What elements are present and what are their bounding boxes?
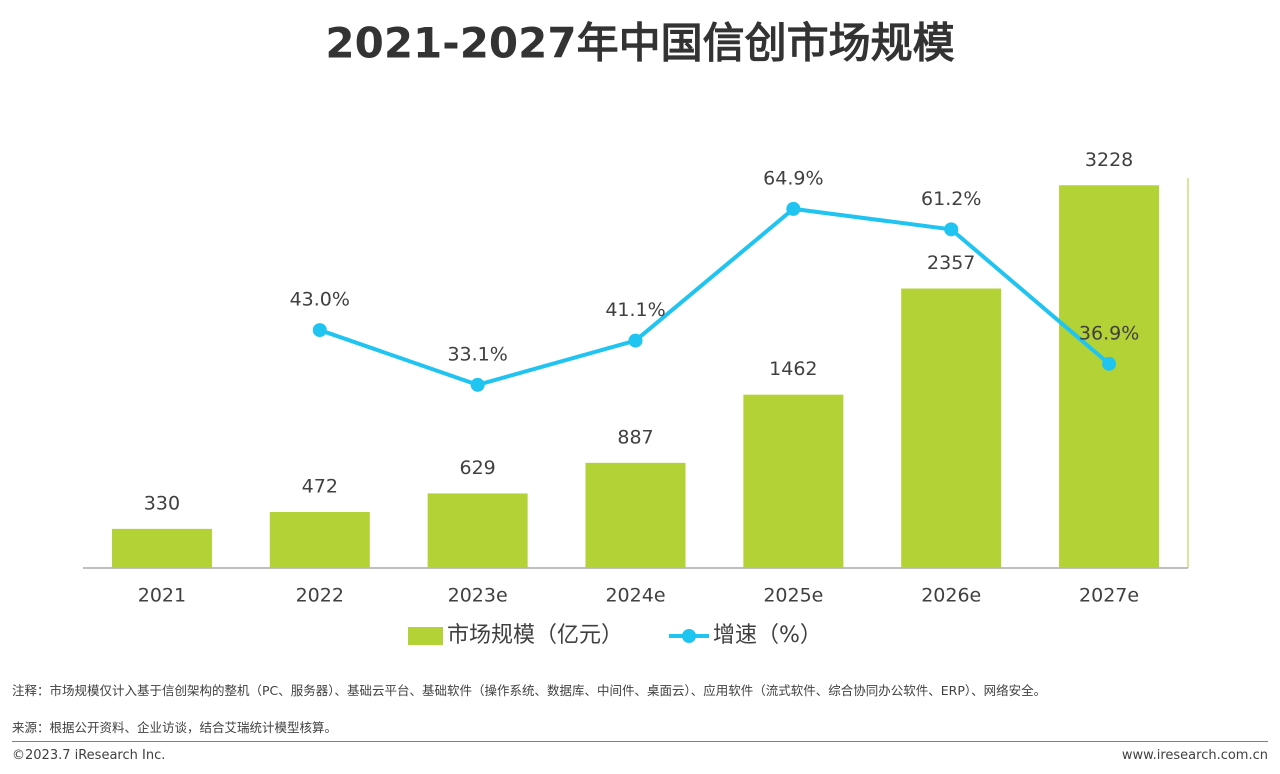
- data-label: 41.1%: [605, 299, 665, 321]
- legend-label: 增速（%）: [713, 623, 822, 648]
- data-label: 33.1%: [447, 343, 507, 365]
- line: [319, 206, 1111, 387]
- chart: 2021-2027年中国信创市场规模 2021 2022 2023e 2024e 202…: [83, 19, 1189, 648]
- bar: [111, 528, 212, 568]
- copyright: ©2023.7 iResearch Inc.: [12, 748, 166, 763]
- bar: [901, 288, 1002, 568]
- legend-label: 市场规模（亿元）: [447, 623, 623, 648]
- source: 来源：根据公开资料、企业访谈，结合艾瑞统计模型核算。: [12, 720, 338, 735]
- data-label: 36.9%: [1079, 322, 1139, 344]
- x-tick-label: 2024e: [605, 585, 665, 607]
- x-tick-label: 2022: [296, 585, 344, 607]
- point: [786, 201, 801, 216]
- data-label: 64.9%: [763, 167, 823, 189]
- data-label: 61.2%: [921, 188, 981, 210]
- chart-title: 2021-2027年中国信创市场规模: [325, 19, 954, 68]
- data-label: 330: [144, 492, 180, 514]
- x-tick-label: 2026e: [921, 585, 981, 607]
- note: 注释：市场规模仅计入基于信创架构的整机（PC、服务器）、基础云平台、基础软件（操…: [12, 683, 1047, 698]
- data-label: 3228: [1085, 149, 1133, 171]
- x-tick-label: 2021: [138, 585, 186, 607]
- point: [312, 323, 327, 338]
- point: [628, 333, 643, 348]
- bar: [1059, 185, 1160, 568]
- data-label: 629: [460, 457, 496, 479]
- point: [470, 377, 485, 392]
- footer-rule: [12, 741, 1268, 742]
- legend-swatch: [682, 629, 697, 643]
- bar: [585, 462, 686, 568]
- data-label: 1462: [769, 358, 817, 380]
- x-tick-label: 2025e: [763, 585, 823, 607]
- bar: [269, 512, 370, 568]
- bar: [427, 493, 528, 568]
- legend-swatch: [408, 627, 443, 645]
- data-label: 887: [617, 426, 653, 448]
- data-label: 43.0%: [290, 289, 350, 311]
- point: [1102, 356, 1117, 371]
- bar: [743, 394, 844, 568]
- x-tick-label: 2023e: [448, 585, 508, 607]
- website: www.iresearch.com.cn: [1121, 748, 1268, 763]
- data-label: 2357: [927, 252, 975, 274]
- x-tick-label: 2027e: [1079, 585, 1139, 607]
- point: [944, 222, 959, 237]
- data-label: 472: [302, 476, 338, 498]
